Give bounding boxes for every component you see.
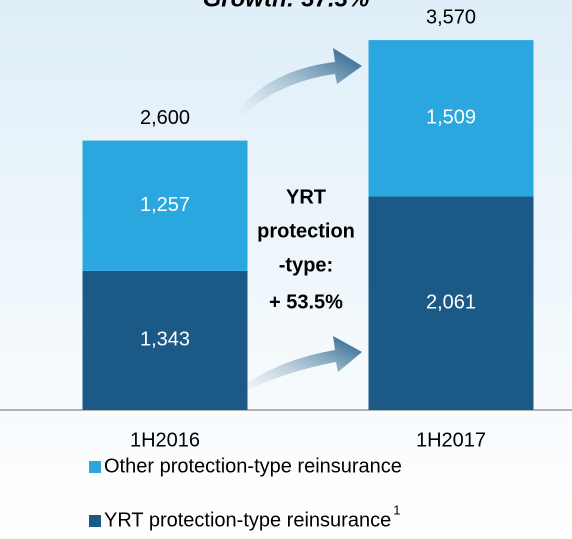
- annotation: YRT: [286, 186, 326, 208]
- bar-segment: [368, 196, 534, 410]
- x-tick-label: 1H2016: [130, 429, 200, 451]
- value-label: 1,257: [140, 194, 190, 216]
- annotation: + 53.5%: [269, 291, 343, 313]
- total-label: 2,600: [140, 107, 190, 129]
- legend-swatch: [89, 515, 101, 527]
- bar-segment: [82, 140, 248, 271]
- legend-footnote: 1: [393, 502, 400, 517]
- value-label: 1,343: [140, 329, 190, 351]
- value-label: 1,509: [426, 107, 476, 129]
- annotation: protection: [257, 220, 355, 242]
- value-label: 2,061: [426, 292, 476, 314]
- bar-segment: [368, 40, 534, 197]
- annotation: -type:: [279, 254, 333, 276]
- x-tick-label: 1H2017: [416, 429, 486, 451]
- arrow: [228, 48, 362, 130]
- bar-segment: [82, 270, 248, 410]
- chart-title: Growth: 37.3%: [203, 0, 370, 12]
- legend-label: Other protection-type reinsurance: [104, 455, 402, 477]
- total-label: 3,570: [426, 6, 476, 28]
- legend-swatch: [89, 461, 101, 473]
- arrow: [230, 336, 362, 400]
- legend-label: YRT protection-type reinsurance: [104, 509, 391, 531]
